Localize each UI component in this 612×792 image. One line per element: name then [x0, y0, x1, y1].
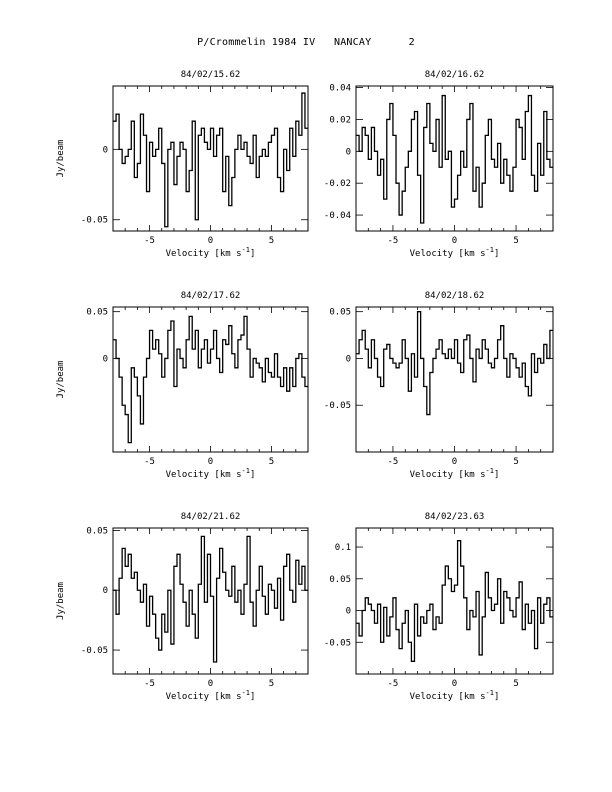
x-tick-label: 0 [208, 457, 213, 467]
spectrum-line [113, 535, 308, 663]
y-tick-label: 0 [346, 607, 351, 617]
panel-title: 84/02/18.62 [425, 291, 485, 301]
x-axis-label: Velocity [km s-1] [166, 246, 256, 259]
x-axis-label-end: ] [250, 692, 255, 702]
panel-6: 84/02/23.63 -5 0 5 -0.05 0 0.05 0.1 Velocity [km… [324, 512, 554, 702]
y-tick-label: 0 [346, 147, 351, 157]
x-tick-label: -5 [388, 457, 399, 467]
panel-title: 84/02/21.62 [181, 512, 241, 522]
x-tick-label: 0 [452, 679, 457, 689]
spectrum-line [356, 94, 553, 224]
panel-4: 84/02/18.62 -5 0 5 -0.05 0 0.05 Velocity [km s-… [324, 291, 554, 480]
x-axis-label-main: Velocity [km s [166, 470, 242, 480]
x-tick-label: -5 [388, 236, 399, 246]
panel-2: 84/02/16.62 -5 0 5 -0.04 -0.02 0 0.02 0.04 Veloci… [324, 70, 554, 259]
y-tick-label: 0 [103, 354, 108, 364]
plot-frame [112, 306, 309, 453]
y-tick-label: -0.05 [81, 646, 108, 656]
x-tick-label: 5 [513, 679, 518, 689]
x-axis-label-sup: -1 [242, 246, 250, 254]
panel-title: 84/02/23.63 [425, 512, 485, 522]
x-axis-label-main: Velocity [km s [410, 249, 486, 259]
x-tick-label: 5 [269, 679, 274, 689]
plot-frame [112, 527, 309, 675]
y-tick-label: 0 [103, 145, 108, 155]
y-axis-label: Jy/beam [56, 140, 66, 178]
x-axis-label-sup: -1 [486, 689, 494, 697]
spectrum-line [113, 315, 308, 444]
spectrum-line [356, 311, 553, 416]
y-tick-label: 0.04 [329, 84, 351, 94]
plot-frame [355, 85, 554, 232]
x-axis-label-sup: -1 [242, 467, 250, 475]
x-tick-label: 0 [452, 236, 457, 246]
x-axis-label: Velocity [km s-1] [166, 467, 256, 480]
x-tick-label: 0 [452, 457, 457, 467]
x-tick-label: 5 [269, 457, 274, 467]
x-axis-label: Velocity [km s-1] [410, 246, 500, 259]
x-axis-label-main: Velocity [km s [166, 692, 242, 702]
y-tick-label: 0 [346, 354, 351, 364]
panel-5: 84/02/21.62 -5 0 5 -0.05 0 0.05 Velocity [km s-… [56, 512, 309, 702]
x-tick-label: 0 [208, 236, 213, 246]
panel-title: 84/02/15.62 [181, 70, 241, 80]
x-tick-label: -5 [144, 679, 155, 689]
y-tick-label: -0.05 [81, 216, 108, 226]
y-tick-label: -0.02 [324, 179, 351, 189]
x-tick-label: 5 [513, 236, 518, 246]
x-axis-label: Velocity [km s-1] [410, 689, 500, 702]
plot-frame [355, 306, 554, 453]
spectrum-line [113, 92, 308, 228]
y-tick-label: -0.05 [324, 638, 351, 648]
x-axis-label-end: ] [250, 249, 255, 259]
x-axis-label-sup: -1 [486, 467, 494, 475]
x-axis-label-main: Velocity [km s [410, 692, 486, 702]
y-tick-label: 0.05 [329, 575, 351, 585]
x-tick-label: 0 [208, 679, 213, 689]
y-tick-label: 0.05 [86, 308, 108, 318]
x-axis-label: Velocity [km s-1] [166, 689, 256, 702]
x-axis-label-sup: -1 [242, 689, 250, 697]
x-tick-label: -5 [144, 236, 155, 246]
y-tick-label: 0.05 [329, 308, 351, 318]
x-axis-label-end: ] [494, 470, 499, 480]
y-tick-label: 0.02 [329, 115, 351, 125]
y-tick-label: 0.1 [335, 543, 351, 553]
plot-frame [355, 527, 554, 675]
y-tick-label: 0 [103, 586, 108, 596]
x-axis-label-end: ] [250, 470, 255, 480]
spectrum-line [356, 540, 553, 662]
plot-frame [112, 85, 309, 232]
y-tick-label: -0.05 [324, 401, 351, 411]
x-tick-label: -5 [388, 679, 399, 689]
x-tick-label: 5 [269, 236, 274, 246]
x-axis-label-end: ] [494, 692, 499, 702]
x-axis-label: Velocity [km s-1] [410, 467, 500, 480]
x-tick-label: 5 [513, 457, 518, 467]
y-tick-label: 0.05 [86, 526, 108, 536]
y-axis-label: Jy/beam [56, 582, 66, 620]
x-axis-label-end: ] [494, 249, 499, 259]
panel-title: 84/02/16.62 [425, 70, 485, 80]
panel-3: 84/02/17.62 -5 0 5 0 0.05 Velocity [km s-1] Jy/… [56, 291, 309, 480]
x-axis-label-sup: -1 [486, 246, 494, 254]
page-title: P/Crommelin 1984 IV NANCAY 2 [197, 37, 415, 48]
x-tick-label: -5 [144, 457, 155, 467]
panel-title: 84/02/17.62 [181, 291, 241, 301]
x-axis-label-main: Velocity [km s [166, 249, 242, 259]
y-tick-label: -0.04 [324, 211, 351, 221]
y-axis-label: Jy/beam [56, 361, 66, 399]
x-axis-label-main: Velocity [km s [410, 470, 486, 480]
